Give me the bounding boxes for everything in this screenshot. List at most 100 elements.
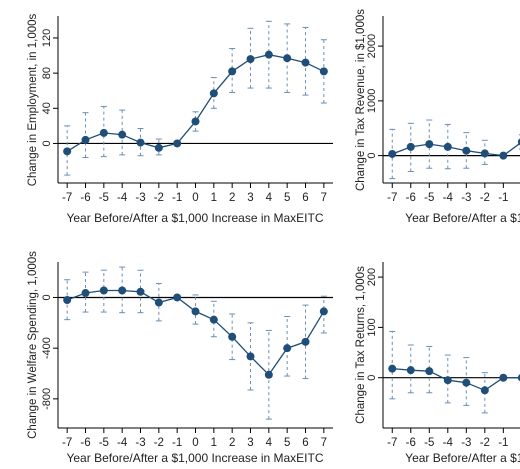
data-point: [283, 344, 292, 353]
data-point: [246, 55, 255, 64]
y-tick-label: 100: [366, 318, 378, 336]
data-point: [99, 128, 108, 137]
data-point: [443, 376, 452, 385]
data-point: [118, 130, 127, 139]
y-tick-label: 200: [366, 268, 378, 286]
data-point: [63, 296, 72, 305]
x-tick-label: 0: [192, 437, 198, 449]
x-axis-title: Year Before/After a $1,: [405, 451, 520, 464]
x-tick-label: 6: [302, 437, 308, 449]
data-point: [462, 146, 471, 155]
y-tick-label: 0: [366, 153, 378, 159]
y-tick-label: -800: [41, 388, 53, 410]
y-tick-label: 40: [41, 102, 53, 114]
data-point: [118, 286, 127, 295]
x-tick-label: -4: [443, 437, 454, 449]
x-tick-label: -5: [99, 437, 109, 449]
data-point: [99, 286, 108, 295]
data-point: [388, 149, 397, 158]
x-tick-label: 5: [284, 192, 290, 204]
data-point: [191, 307, 200, 316]
y-tick-label: 0: [41, 294, 53, 300]
x-tick-label: -6: [80, 192, 90, 204]
data-point: [319, 67, 328, 76]
x-tick-label: -1: [498, 192, 508, 204]
data-point: [81, 135, 90, 144]
x-tick-label: -7: [62, 437, 72, 449]
chart-panel-4: 0 100 200 -7 -6 -5 -4 -3 -2 -1 Year Before/After a…: [355, 262, 520, 465]
y-tick-label: -400: [41, 337, 53, 359]
chart-panel-1: 0 40 80 120 -7 -6 -5 -4 -3 -2 -1 0 1 2 3 4 5 6 7 Year Befor…: [27, 13, 333, 225]
chart-panel-2: 0 1000 2000 -7 -6 -5 -4 -3 -2 -1 Year Before/After…: [355, 9, 520, 225]
y-tick-label: 120: [41, 29, 53, 47]
data-point: [499, 151, 508, 160]
x-tick-label: -2: [480, 192, 490, 204]
x-tick-label: 7: [321, 192, 327, 204]
x-axis-title: Year Before/After a $1,: [405, 211, 520, 225]
x-tick-label: -5: [99, 192, 109, 204]
data-point: [228, 67, 237, 76]
x-tick-label: -7: [62, 192, 72, 204]
data-point: [209, 89, 218, 98]
data-point: [154, 143, 163, 152]
x-tick-label: 7: [321, 437, 327, 449]
x-tick-label: -4: [443, 192, 454, 204]
data-point: [388, 364, 397, 373]
data-point: [264, 370, 273, 379]
data-point: [443, 142, 452, 151]
x-tick-label: 2: [229, 437, 235, 449]
data-point: [173, 293, 182, 302]
x-tick-label: -5: [424, 437, 434, 449]
x-tick-label: -3: [461, 192, 471, 204]
x-tick-label: -2: [480, 437, 490, 449]
y-tick-label: 1000: [366, 89, 378, 113]
y-tick-label: 80: [41, 67, 53, 79]
y-axis-title: Change in Welfare Spending, 1,000s: [27, 251, 39, 439]
x-tick-label: -6: [80, 437, 90, 449]
data-point: [136, 138, 145, 147]
series-line: [66, 54, 325, 152]
data-point: [319, 307, 328, 316]
data-point: [406, 366, 415, 375]
x-tick-label: -2: [154, 192, 164, 204]
y-tick-label: 0: [41, 140, 53, 146]
x-tick-label: 4: [266, 437, 273, 449]
data-point: [209, 315, 218, 324]
x-tick-label: 6: [302, 192, 308, 204]
data-point: [191, 117, 200, 126]
x-tick-label: 1: [211, 192, 217, 204]
x-axis-title: Year Before/After a $1,000 Increase in M…: [66, 451, 323, 464]
data-point: [301, 337, 310, 346]
x-tick-label: -4: [117, 437, 128, 449]
x-tick-label: -1: [172, 192, 182, 204]
x-tick-label: -2: [154, 437, 164, 449]
y-tick-label: 0: [366, 375, 378, 381]
data-point: [173, 139, 182, 148]
data-point: [283, 54, 292, 63]
x-tick-label: 1: [211, 437, 217, 449]
x-tick-label: -1: [498, 437, 508, 449]
x-tick-label: -1: [172, 437, 182, 449]
data-point: [246, 352, 255, 361]
data-point: [264, 50, 273, 59]
data-point: [480, 386, 489, 395]
x-tick-label: -5: [424, 192, 434, 204]
data-point: [406, 142, 415, 151]
data-point: [136, 287, 145, 296]
x-tick-label: -3: [461, 437, 471, 449]
x-tick-label: -7: [387, 192, 397, 204]
y-axis-title: Change in Tax Returns, 1,000s: [355, 266, 367, 424]
x-tick-label: -4: [117, 192, 128, 204]
data-point: [480, 149, 489, 158]
y-axis-title: Change in Tax Revenue, in $1,000s: [355, 9, 367, 191]
y-tick-label: 2000: [366, 34, 378, 58]
data-point: [462, 378, 471, 387]
data-point: [517, 138, 520, 146]
y-axis-title: Change in Employment, in 1,000s: [27, 13, 39, 186]
x-tick-label: 5: [284, 437, 290, 449]
data-point: [81, 289, 90, 298]
data-point: [499, 373, 508, 382]
x-tick-label: 0: [192, 192, 198, 204]
